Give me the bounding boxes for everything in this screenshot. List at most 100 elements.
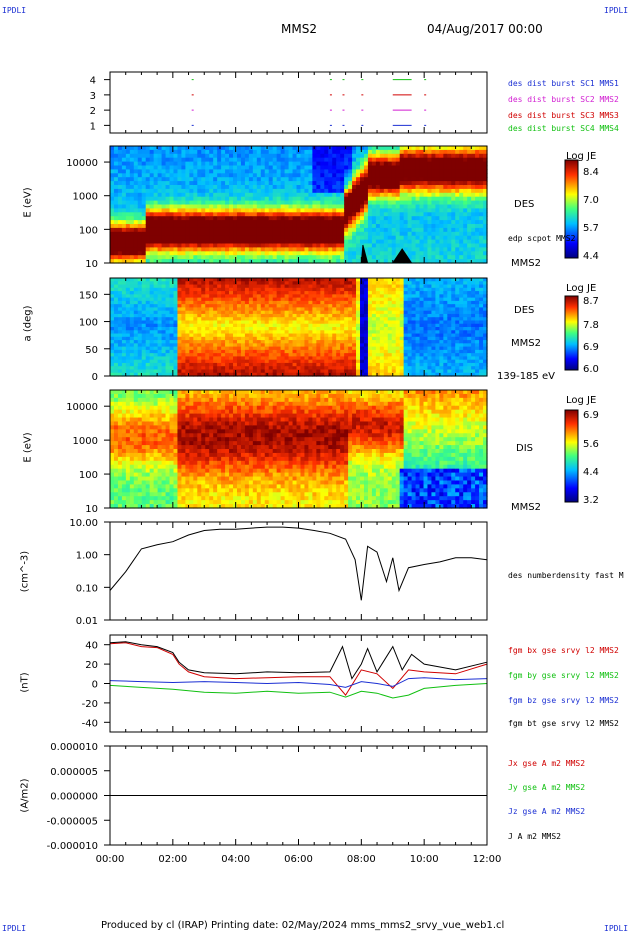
des-energy-spectrogram-cell (367, 165, 373, 170)
des-energy-spectrogram-cell (344, 243, 349, 248)
des-energy-spectrogram-cell (201, 146, 206, 151)
des-energy-spectrogram-cell (463, 243, 468, 248)
des-energy-spectrogram-cell (173, 239, 179, 245)
des-energy-spectrogram-cell (296, 212, 302, 217)
des-energy-spectrogram-cell (367, 181, 373, 186)
des-pitch-spectrogram-cell (141, 333, 147, 338)
des-pitch-spectrogram-cell (348, 346, 353, 351)
des-energy-spectrogram-cell (233, 251, 238, 256)
des-pitch-spectrogram-cell (363, 372, 369, 377)
des-energy-spectrogram-cell (467, 227, 472, 233)
des-energy-spectrogram-cell (260, 173, 266, 178)
des-pitch-spectrogram-cell (316, 281, 321, 286)
des-energy-spectrogram-cell (483, 161, 488, 167)
des-energy-spectrogram-cell (280, 239, 286, 245)
des-pitch-spectrogram-cell (236, 304, 242, 308)
des-energy-spectrogram-cell (296, 161, 302, 167)
des-energy-spectrogram-cell (181, 224, 186, 229)
des-pitch-spectrogram-cell (316, 307, 321, 312)
des-energy-spectrogram-cell (141, 161, 147, 167)
des-pitch-spectrogram-cell (193, 300, 198, 305)
des-energy-spectrogram-cell (371, 196, 377, 202)
des-pitch-spectrogram-cell (185, 369, 190, 374)
des-energy-spectrogram-cell (475, 196, 480, 202)
des-energy-spectrogram-cell (431, 188, 437, 194)
des-energy-spectrogram-cell (471, 247, 476, 252)
des-energy-spectrogram-cell (419, 204, 425, 209)
des-energy-spectrogram-cell (395, 216, 401, 221)
des-pitch-spectrogram-cell (193, 356, 198, 361)
des-energy-spectrogram-cell (296, 231, 302, 237)
des-pitch-spectrogram-cell (181, 313, 186, 318)
des-energy-spectrogram-cell (367, 224, 373, 229)
des-pitch-spectrogram-cell (157, 323, 163, 328)
des-pitch-spectrogram-cell (193, 346, 198, 351)
des-energy-spectrogram-cell (264, 181, 270, 186)
des-energy-spectrogram-cell (213, 247, 218, 252)
des-energy-spectrogram-cell (236, 247, 242, 252)
des-energy-spectrogram-cell (145, 192, 151, 198)
des-energy-spectrogram-cell (225, 235, 230, 241)
des-energy-spectrogram-cell (292, 153, 298, 159)
des-energy-spectrogram-cell (344, 149, 349, 155)
des-energy-spectrogram-cell (296, 188, 302, 194)
des-pitch-spectrogram-cell (117, 327, 123, 331)
des-energy-spectrogram-cell (244, 165, 250, 170)
des-pitch-spectrogram-cell (110, 323, 115, 328)
des-energy-spectrogram-cell (133, 255, 139, 260)
des-energy-spectrogram-cell (391, 192, 397, 198)
des-pitch-spectrogram-cell (110, 359, 115, 364)
des-energy-spectrogram-cell (288, 188, 294, 194)
des-energy-spectrogram-cell (320, 177, 325, 182)
des-energy-spectrogram-cell (371, 165, 377, 170)
des-energy-spectrogram-cell (371, 204, 377, 209)
des-pitch-spectrogram-cell (141, 330, 147, 335)
des-pitch-spectrogram-cell (363, 362, 369, 367)
des-energy-spectrogram-cell (288, 204, 294, 209)
des-energy-spectrogram-cell (391, 169, 397, 174)
des-pitch-spectrogram-cell (340, 284, 345, 289)
des-pitch-spectrogram-cell (284, 343, 290, 348)
des-pitch-spectrogram-cell (229, 294, 234, 299)
des-energy-spectrogram-cell (395, 243, 401, 248)
des-energy-spectrogram-cell (173, 173, 179, 178)
des-pitch-spectrogram-cell (193, 313, 198, 318)
des-pitch-spectrogram-cell (375, 278, 381, 282)
des-pitch-spectrogram-cell (244, 353, 250, 357)
des-energy-spectrogram-cell (383, 188, 389, 194)
des-pitch-spectrogram-cell (185, 323, 190, 328)
des-energy-spectrogram-cell (391, 208, 397, 213)
des-energy-spectrogram-cell (276, 212, 282, 217)
des-energy-spectrogram-cell (439, 224, 444, 229)
des-energy-spectrogram-cell (177, 239, 183, 245)
des-energy-spectrogram-cell (221, 146, 226, 151)
des-energy-spectrogram-cell (324, 208, 329, 213)
des-pitch-spectrogram-cell (137, 369, 143, 374)
des-energy-spectrogram-cell (117, 204, 123, 209)
des-energy-spectrogram-cell (348, 220, 353, 225)
des-pitch-spectrogram-cell (252, 307, 258, 312)
des-energy-spectrogram-cell (280, 165, 286, 170)
des-pitch-spectrogram-cell (240, 284, 246, 289)
des-pitch-spectrogram-cell (363, 294, 369, 299)
des-energy-spectrogram-cell (344, 169, 349, 174)
des-energy-spectrogram-cell (459, 212, 464, 217)
des-energy-spectrogram-cell (276, 177, 282, 182)
des-pitch-spectrogram-cell (308, 340, 313, 344)
des-pitch-spectrogram-cell (141, 359, 147, 364)
des-energy-spectrogram-cell (463, 200, 468, 206)
des-energy-spectrogram-cell (379, 247, 385, 252)
des-pitch-spectrogram-cell (316, 346, 321, 351)
des-energy-spectrogram-cell (145, 173, 151, 178)
des-pitch-spectrogram-cell (356, 346, 361, 351)
des-energy-spectrogram-cell (284, 161, 290, 167)
des-pitch-spectrogram-cell (332, 307, 337, 312)
des-pitch-spectrogram-cell (375, 284, 381, 289)
des-pitch-spectrogram-cell (375, 340, 381, 344)
des-pitch-spectrogram-cell (205, 297, 210, 302)
des-energy-spectrogram-cell (145, 259, 151, 264)
des-energy-spectrogram-cell (463, 173, 468, 178)
des-pitch-spectrogram-cell (320, 284, 325, 289)
des-pitch-spectrogram-cell (324, 356, 329, 361)
des-pitch-spectrogram-cell (213, 366, 218, 371)
